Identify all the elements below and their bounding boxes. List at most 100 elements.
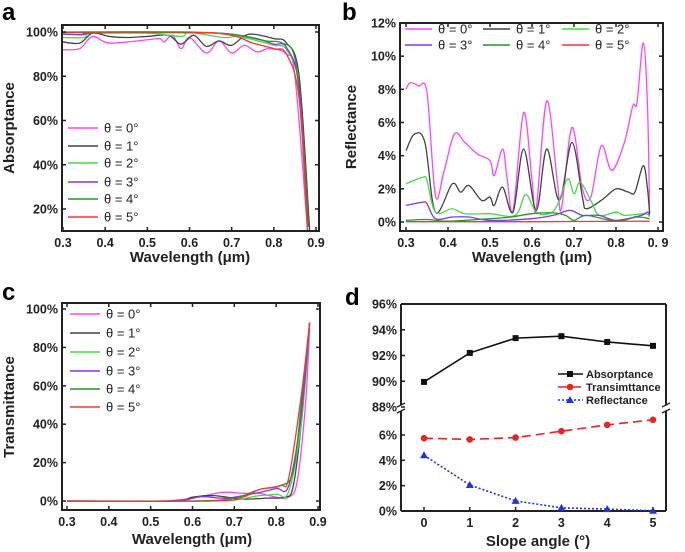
- legend-marker-d-2: [566, 396, 574, 403]
- y-tick-label-c: 80%: [33, 341, 58, 355]
- series-line-d-transimttance: [423, 419, 654, 441]
- y-tick-label-b: 10%: [371, 50, 396, 64]
- y-tick-label-a: 40%: [33, 158, 58, 172]
- series-line-c-theta-2: [66, 324, 311, 502]
- x-tick-label-a: 0.7: [223, 236, 240, 250]
- y-tick-label-a: 60%: [33, 114, 58, 128]
- panel-letter-a: a: [2, 0, 16, 26]
- legend-label-a-0: θ = 0°: [104, 121, 138, 136]
- x-tick-label-a: 0.6: [181, 236, 198, 250]
- y-tick-label-d: 6%: [379, 429, 397, 443]
- y-tick-label-c: 20%: [33, 456, 58, 470]
- plot-area-a: [62, 31, 311, 231]
- x-tick-label-d: 4: [604, 516, 611, 530]
- x-tick-label-a: 0.4: [96, 236, 113, 250]
- series-line-c-theta-0: [66, 328, 311, 502]
- plot-area-b: [405, 42, 651, 223]
- series-line-b-theta-1: [405, 132, 651, 214]
- series-line-c-theta-3: [66, 324, 311, 502]
- y-tick-label-b: 4%: [378, 149, 396, 163]
- x-tick-label-b: 0.6: [523, 236, 540, 250]
- series-line-a-theta-1: [62, 32, 311, 231]
- y-tick-label-b: 2%: [378, 182, 396, 196]
- plot-frame-a: [61, 24, 320, 232]
- legend-label-b-1: θ = 1°: [516, 22, 550, 37]
- legend-label-b-0: θ = 0°: [438, 22, 472, 37]
- series-line-a-theta-3: [62, 31, 310, 227]
- legend-label-c-1: θ = 1°: [106, 326, 140, 341]
- legend-label-a-4: θ = 4°: [104, 192, 138, 207]
- y-tick-label-d: 94%: [372, 323, 397, 337]
- data-point-d-transimttance: [558, 427, 565, 435]
- y-tick-label-b: 6%: [378, 116, 396, 130]
- series-line-d-reflectance: [423, 454, 654, 512]
- series-line-b-theta-0: [405, 42, 651, 214]
- y-tick-label-c: 0%: [40, 495, 58, 509]
- y-tick-label-c: 100%: [26, 303, 58, 317]
- x-tick-label-b: 0.7: [565, 236, 582, 250]
- legend-label-a-2: θ = 2°: [104, 156, 138, 171]
- y-tick-label-d: 92%: [372, 349, 397, 363]
- y-tick-label-b: 12%: [371, 17, 396, 31]
- x-tick-label-b: 0.3: [397, 236, 414, 250]
- data-point-d-reflectance: [465, 481, 474, 489]
- x-tick-label-a: 0.5: [139, 236, 156, 250]
- y-tick-label-d: 2%: [379, 479, 397, 493]
- legend-label-c-3: θ = 3°: [106, 364, 140, 379]
- data-point-d-reflectance: [649, 506, 657, 514]
- ylabel-b: Reflectance: [343, 85, 360, 169]
- plot-area-c: [66, 322, 311, 502]
- data-point-d-reflectance: [420, 451, 428, 459]
- y-tick-label-b: 8%: [378, 83, 396, 97]
- x-tick-label-c: 0.3: [58, 515, 75, 529]
- x-tick-label-c: 0.7: [226, 515, 243, 529]
- axis-break-mark-d-right: [661, 402, 671, 414]
- x-tick-label-c: 0.4: [100, 515, 117, 529]
- x-tick-label-d: 1: [466, 516, 473, 530]
- x-tick-label-c: 0.5: [142, 515, 159, 529]
- legend-label-a-1: θ = 1°: [104, 139, 138, 154]
- data-point-d-reflectance: [557, 503, 566, 511]
- y-tick-label-d: 96%: [372, 298, 397, 312]
- data-point-d-transimttance: [420, 434, 428, 442]
- x-tick-label-b: 0.8: [607, 236, 624, 250]
- series-line-a-theta-5: [62, 31, 309, 231]
- legend-label-b-2: θ = 2°: [595, 22, 629, 37]
- y-tick-label-c: 60%: [33, 379, 58, 393]
- x-tick-label-d: 3: [558, 516, 565, 530]
- series-line-c-theta-5: [66, 322, 311, 502]
- data-point-d-absorptance: [650, 342, 656, 349]
- data-point-d-absorptance: [512, 335, 519, 342]
- series-line-c-theta-1: [66, 322, 311, 502]
- data-point-d-reflectance: [603, 505, 612, 513]
- panel-letter-c: c: [2, 279, 15, 306]
- series-line-c-theta-4: [66, 322, 311, 502]
- legend-marker-d-1: [566, 383, 574, 391]
- legend-label-c-2: θ = 2°: [106, 345, 140, 360]
- y-tick-label-a: 20%: [33, 203, 58, 217]
- panel-letter-b: b: [342, 0, 357, 26]
- x-tick-label-c: 0.6: [184, 515, 201, 529]
- series-line-a-theta-4: [62, 31, 310, 223]
- data-point-d-transimttance: [603, 421, 611, 429]
- x-tick-label-c: 0.8: [267, 515, 284, 529]
- y-tick-label-a: 80%: [33, 70, 58, 84]
- legend-label-d-1: Transimttance: [586, 382, 661, 394]
- y-tick-label-d: 4%: [379, 454, 397, 468]
- y-tick-label-d: 88%: [372, 401, 397, 415]
- data-point-d-absorptance: [421, 378, 427, 385]
- xlabel-d: Slope angle (°): [486, 533, 590, 550]
- legend-label-d-0: Absorptance: [586, 369, 653, 381]
- series-line-b-theta-2: [405, 175, 651, 218]
- data-point-d-transimttance: [512, 434, 519, 441]
- legend-label-a-3: θ = 3°: [104, 175, 138, 190]
- x-tick-label-d: 0: [421, 516, 428, 530]
- y-tick-label-a: 100%: [26, 26, 58, 40]
- legend-label-b-3: θ = 3°: [438, 38, 472, 53]
- data-point-d-absorptance: [604, 338, 611, 345]
- data-point-d-transimttance: [649, 416, 657, 424]
- series-line-d-absorptance: [423, 335, 654, 383]
- legend-marker-d-0: [567, 371, 573, 377]
- panel-letter-d: d: [345, 284, 360, 311]
